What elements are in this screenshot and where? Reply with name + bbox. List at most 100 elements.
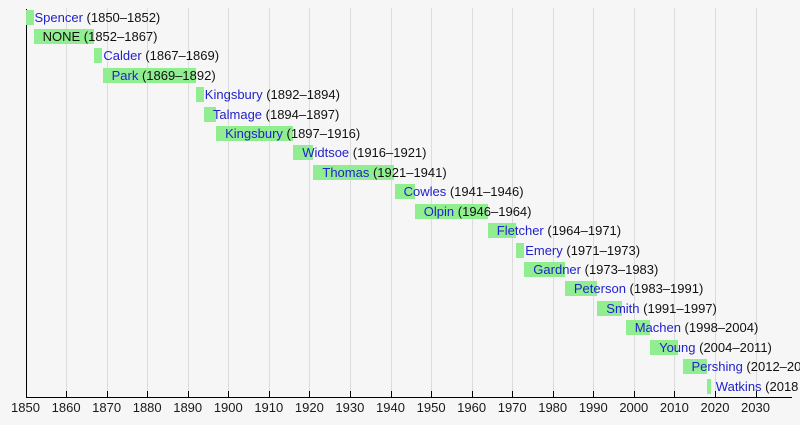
axis-tick-1880	[147, 391, 149, 397]
tenure-dates: (2018	[761, 378, 799, 394]
axis-tick-label-1890: 1890	[173, 400, 203, 415]
timeline-bar-spencer-1850	[25, 9, 34, 25]
timeline-bar-watkins-2018	[706, 378, 711, 394]
gridline-1900	[228, 8, 230, 397]
bar-label-machen-1998: Machen (1998–2004)	[635, 320, 759, 335]
person-link-spencer[interactable]: Spencer	[34, 9, 83, 25]
gridline-1980	[552, 8, 554, 397]
person-link-peterson[interactable]: Peterson	[573, 281, 626, 297]
bar-label-watkins-2018: Watkins (2018	[716, 379, 799, 394]
person-link-kingsbury[interactable]: Kingsbury	[225, 126, 283, 141]
tenure-dates: (1894–1897)	[262, 106, 340, 122]
timeline-bar-smith-1991	[597, 300, 622, 316]
axis-tick-1860	[66, 391, 68, 397]
axis-tick-1850	[25, 391, 27, 397]
axis-tick-label-1940: 1940	[376, 400, 405, 415]
timeline-bar-pershing-2012	[682, 359, 707, 375]
timeline-bar-cowles-1941	[394, 184, 415, 200]
axis-tick-label-2030: 2030	[741, 400, 770, 415]
tenure-dates: (1998–2004)	[680, 320, 759, 336]
bar-label-fletcher-1964: Fletcher (1964–1971)	[497, 223, 621, 238]
tenure-dates: (2012–20	[742, 359, 800, 375]
person-link-park[interactable]: Park	[111, 67, 139, 83]
axis-tick-label-2000: 2000	[619, 400, 649, 415]
person-link-young[interactable]: Young	[659, 339, 696, 355]
axis-tick-1950	[431, 391, 433, 397]
person-link-fletcher[interactable]: Fletcher	[496, 223, 544, 239]
bar-label-none-1852: NONE (1852–1867)	[43, 29, 158, 44]
person-link-watkins[interactable]: Watkins	[715, 378, 762, 394]
timeline-bar-none-1852	[33, 28, 95, 44]
axis-tick-1990	[593, 391, 595, 397]
person-link-cowles[interactable]: Cowles	[403, 184, 447, 200]
timeline-bar-calder-1867	[94, 48, 103, 64]
person-link-thomas[interactable]: Thomas	[322, 164, 370, 180]
person-link-pershing[interactable]: Pershing	[691, 359, 743, 375]
person-link-widtsoe[interactable]: Widtsoe	[302, 145, 350, 161]
gridline-2020	[715, 8, 716, 397]
tenure-dates: (1897–1916)	[282, 126, 361, 141]
tenure-dates: (2004–2011)	[695, 339, 772, 355]
axis-tick-1920	[309, 391, 311, 397]
tenure-dates: (1964–1971)	[543, 223, 622, 239]
tenure-dates: (1867–1869)	[141, 48, 220, 64]
tenure-dates: (1971–1973)	[562, 242, 641, 258]
gridline-1940	[390, 8, 392, 397]
axis-tick-label-2020: 2020	[700, 400, 730, 415]
axis-tick-2000	[633, 391, 635, 397]
gridline-1870	[106, 8, 108, 397]
bar-label-calder-1867: Calder (1867–1869)	[103, 48, 219, 63]
bar-label-cowles-1941: Cowles (1941–1946)	[404, 184, 524, 199]
axis-tick-1940	[390, 391, 392, 397]
tenure-dates: (1983–1991)	[625, 281, 704, 297]
tenure-dates: (1946–1964)	[454, 203, 532, 219]
axis-tick-1970	[512, 391, 514, 397]
bar-label-young-2004: Young (2004–2011)	[659, 340, 772, 355]
bar-label-olpin-1946: Olpin (1946–1964)	[424, 204, 532, 219]
timeline-bar-peterson-1983	[564, 281, 598, 297]
timeline-bar-park-1869	[102, 67, 196, 83]
tenure-dates: (1916–1921)	[349, 145, 427, 161]
timeline-bar-talmage-1894	[203, 106, 217, 122]
axis-tick-label-1900: 1900	[213, 400, 243, 415]
axis-tick-label-1960: 1960	[457, 400, 487, 415]
axis-tick-1930	[349, 391, 351, 397]
tenure-dates: (1892–1894)	[262, 87, 340, 103]
x-axis-line	[25, 397, 792, 398]
tenure-dates: (1921–1941)	[369, 164, 447, 180]
axis-tick-label-1970: 1970	[497, 400, 527, 415]
bar-label-widtsoe-1916: Widtsoe (1916–1921)	[302, 145, 426, 160]
gridline-1930	[349, 8, 351, 397]
gridline-1860	[66, 8, 68, 397]
person-link-olpin[interactable]: Olpin	[423, 203, 455, 219]
gridline-1920	[309, 8, 311, 397]
timeline-bar-emery-1971	[516, 242, 525, 258]
person-link-emery[interactable]: Emery	[525, 242, 563, 258]
bar-label-peterson-1983: Peterson (1983–1991)	[574, 281, 703, 296]
axis-tick-2010	[674, 391, 676, 397]
person-link-talmage[interactable]: Talmage	[212, 106, 263, 122]
gridline-1990	[593, 8, 595, 397]
timeline-bar-widtsoe-1916	[293, 145, 314, 161]
bar-label-spencer-1850: Spencer (1850–1852)	[35, 10, 161, 25]
gridline-1970	[512, 8, 514, 397]
bar-label-pershing-2012: Pershing (2012–20	[692, 359, 800, 374]
timeline-bar-young-2004	[650, 339, 679, 355]
bar-label-gardner-1973: Gardner (1973–1983)	[533, 262, 658, 277]
person-link-kingsbury[interactable]: Kingsbury	[204, 87, 263, 103]
timeline-bar-kingsbury-1897	[216, 126, 294, 141]
axis-tick-1960	[471, 391, 473, 397]
axis-tick-2030	[755, 391, 757, 397]
person-link-gardner[interactable]: Gardner	[533, 262, 581, 277]
person-link-smith[interactable]: Smith	[606, 300, 640, 316]
axis-tick-label-1910: 1910	[254, 400, 284, 415]
tenure-dates: (1852–1867)	[80, 28, 158, 44]
axis-tick-label-2010: 2010	[659, 400, 689, 415]
timeline-bar-olpin-1946	[414, 203, 488, 219]
tenure-dates: (1869–1892)	[138, 67, 216, 83]
gridline-1960	[471, 8, 473, 397]
bar-label-kingsbury-1892: Kingsbury (1892–1894)	[205, 87, 340, 102]
timeline-bar-gardner-1973	[524, 262, 565, 277]
person-link-machen[interactable]: Machen	[634, 320, 681, 336]
person-link-calder[interactable]: Calder	[103, 48, 142, 64]
